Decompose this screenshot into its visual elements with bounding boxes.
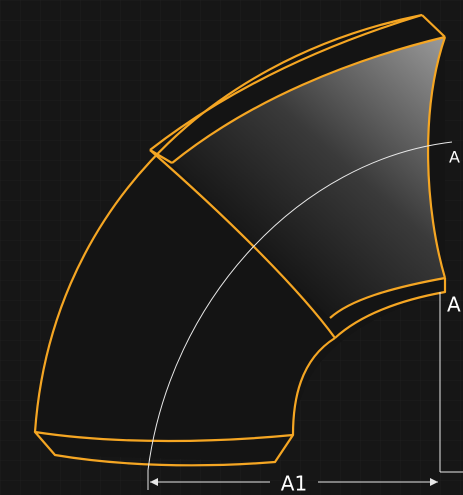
rim-lower [329, 276, 446, 319]
outer-arc [33, 13, 423, 433]
inner-arc [291, 337, 336, 436]
rim-lower-outer [334, 278, 447, 339]
seam-lip [149, 149, 173, 164]
pipe-opening [172, 37, 445, 318]
rim-edge [421, 14, 446, 38]
dimension-label: A [449, 148, 460, 167]
dimension-label: A [447, 293, 461, 317]
bottom-flange [33, 430, 295, 467]
opening-edge [427, 36, 447, 279]
rim-outer [149, 13, 423, 151]
weld-seam [149, 149, 336, 339]
dimension-label: A1 [281, 472, 307, 495]
center-line [147, 141, 453, 471]
rim-inner [171, 35, 446, 164]
